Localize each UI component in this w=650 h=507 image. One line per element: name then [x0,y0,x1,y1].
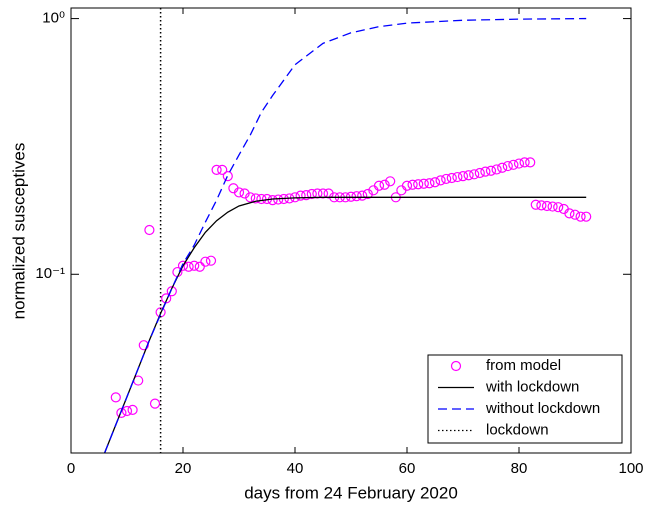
data-point [564,208,575,219]
data-point [508,159,519,170]
data-point [222,171,233,182]
data-point [424,178,435,189]
data-point [463,170,474,181]
data-point [194,261,205,272]
data-point [149,398,161,409]
data-point [295,190,306,201]
data-point [418,178,429,189]
data-point [547,201,558,212]
data-point [480,166,491,177]
data-point [469,169,480,180]
data-point [110,392,121,403]
legend-label: from model [486,357,561,374]
legend-label: lockdown [486,421,549,438]
data-point [183,261,194,272]
data-point [474,167,485,179]
frame [70,7,632,454]
data-point [351,191,362,202]
plot [103,8,592,453]
x-tick-label: 20 [175,460,192,477]
data-point [138,340,149,351]
data-point [513,158,525,169]
data-point [233,187,245,198]
data-point [357,190,368,201]
data-point [317,188,329,199]
x-axis-label: days from 24 February 2020 [244,483,458,502]
legend-box [427,354,623,444]
data-point [446,172,457,184]
data-point [519,157,530,168]
data-point [429,177,441,188]
x-tick-label: 60 [399,460,416,477]
data-point [457,171,469,182]
data-point [211,164,222,175]
data-point [485,165,497,176]
x-tick-label: 100 [618,460,643,477]
data-point [553,202,564,213]
data-point [379,179,390,190]
data-point [569,209,581,220]
y-tick-label: 10⁰ [42,10,65,27]
data-point [166,286,177,297]
legend-label: with lockdown [485,378,579,395]
data-point [245,192,256,203]
data-point [497,162,508,173]
data-point [217,164,228,175]
data-point [581,211,592,222]
data-point [525,157,536,168]
data-point [127,404,138,415]
data-point [541,200,553,212]
legend-label: without lockdown [485,400,600,417]
data-point [144,224,155,236]
data-point [116,407,127,418]
data-point [435,175,446,186]
data-point [250,193,261,204]
data-point [396,185,407,196]
data-point [502,160,513,172]
data-point [373,180,385,191]
y-axis-label: normalized susceptives [9,143,28,320]
data-point [407,179,418,190]
data-point [530,199,541,210]
data-point [200,256,211,267]
data-point [306,188,317,200]
data-point [536,200,547,211]
data-point [385,176,396,187]
data-point [121,405,133,417]
data-point [575,211,586,222]
legend-marker [450,360,462,372]
data-point [441,173,452,185]
y-tick-label: 10⁻¹ [35,265,65,282]
data-point [491,164,502,175]
data-point [301,190,312,201]
data-point [452,171,463,183]
line [103,17,587,453]
data-point [205,255,217,266]
data-point [177,260,189,271]
x-tick-label: 40 [287,460,304,477]
data-point [189,260,200,271]
data-point [362,188,373,200]
data-point [413,179,424,190]
data-point [256,193,267,205]
x-tick-label: 80 [511,460,528,477]
x-tick-label: 0 [67,460,75,477]
data-point [401,180,413,191]
